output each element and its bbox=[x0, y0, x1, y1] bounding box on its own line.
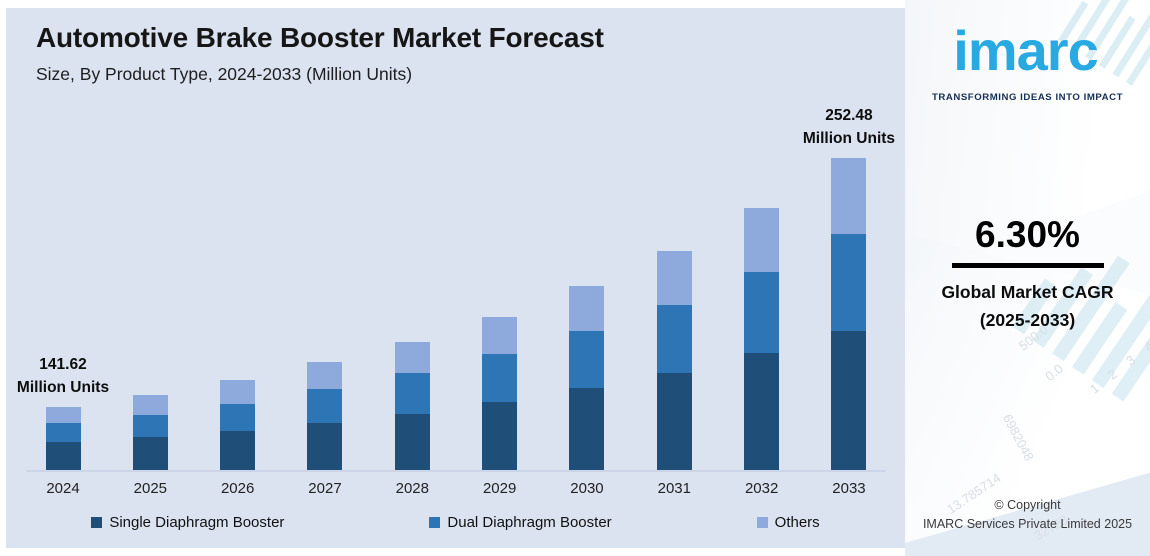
legend-label-single-diaphragm-booster: Single Diaphragm Booster bbox=[109, 514, 285, 531]
segment-dual-diaphragm-booster-2027 bbox=[307, 389, 343, 423]
x-tick-2025: 2025 bbox=[133, 480, 168, 497]
segment-dual-diaphragm-booster-2031 bbox=[656, 305, 692, 373]
page-subtitle: Size, By Product Type, 2024-2033 (Millio… bbox=[36, 64, 413, 84]
copyright-line1: © Copyright bbox=[994, 498, 1061, 512]
copyright-line2: IMARC Services Private Limited 2025 bbox=[922, 517, 1133, 532]
bar-2027 bbox=[307, 362, 343, 470]
x-tick-2029: 2029 bbox=[482, 480, 517, 497]
cagr-underline bbox=[951, 263, 1104, 268]
segment-single-diaphragm-booster-2026 bbox=[220, 431, 256, 470]
segment-dual-diaphragm-booster-2028 bbox=[394, 373, 430, 414]
bar-2029 bbox=[482, 317, 518, 470]
legend-item-single-diaphragm-booster: Single Diaphragm Booster bbox=[91, 514, 284, 531]
segment-others-2033 bbox=[831, 158, 867, 234]
segment-single-diaphragm-booster-2033 bbox=[831, 331, 867, 470]
bar-2030 bbox=[569, 286, 605, 470]
bar-2025 bbox=[132, 395, 168, 470]
legend-item-dual-diaphragm-booster: Dual Diaphragm Booster bbox=[429, 514, 612, 531]
x-tick-2026: 2026 bbox=[220, 480, 255, 497]
legend-marker-dual-diaphragm-booster bbox=[429, 517, 441, 528]
segment-others-2030 bbox=[569, 286, 605, 331]
bar-2026 bbox=[220, 380, 256, 470]
segment-dual-diaphragm-booster-2026 bbox=[220, 404, 256, 431]
segment-single-diaphragm-booster-2030 bbox=[569, 388, 605, 470]
segment-single-diaphragm-booster-2032 bbox=[744, 353, 780, 470]
segment-others-2031 bbox=[656, 251, 692, 305]
segment-single-diaphragm-booster-2025 bbox=[132, 437, 168, 470]
segment-single-diaphragm-booster-2028 bbox=[394, 414, 430, 470]
cagr-value: 6.30% bbox=[975, 214, 1080, 255]
x-tick-2024: 2024 bbox=[46, 480, 80, 497]
chart-legend: Single Diaphragm Booster Dual Diaphragm B… bbox=[6, 514, 905, 531]
total-label-2024: 141.62 Million Units bbox=[16, 356, 110, 396]
bar-2032 bbox=[744, 208, 780, 470]
segment-others-2032 bbox=[744, 208, 780, 272]
imarc-logo: imarc bbox=[953, 19, 1098, 82]
legend-marker-others bbox=[756, 517, 768, 528]
segment-others-2027 bbox=[307, 362, 343, 389]
legend-item-others: Others bbox=[756, 514, 820, 531]
bar-2033 bbox=[831, 158, 867, 470]
x-tick-2032: 2032 bbox=[744, 480, 779, 497]
cagr-label: Global Market CAGR (2025-2033) bbox=[905, 278, 1150, 334]
logo-tagline: TRANSFORMING IDEAS INTO IMPACT bbox=[932, 92, 1123, 103]
chart-panel: Automotive Brake Booster Market Forecast… bbox=[6, 8, 905, 548]
segment-single-diaphragm-booster-2031 bbox=[656, 373, 692, 470]
x-tick-2031: 2031 bbox=[657, 480, 691, 497]
total-label-2033: 252.48 Million Units bbox=[802, 107, 896, 147]
segment-others-2024 bbox=[45, 407, 81, 423]
segment-dual-diaphragm-booster-2030 bbox=[569, 331, 605, 388]
segment-others-2029 bbox=[482, 317, 518, 354]
segment-dual-diaphragm-booster-2025 bbox=[132, 415, 168, 437]
legend-label-dual-diaphragm-booster: Dual Diaphragm Booster bbox=[447, 514, 612, 531]
segment-dual-diaphragm-booster-2029 bbox=[482, 354, 518, 402]
segment-dual-diaphragm-booster-2032 bbox=[744, 272, 780, 353]
brand-panel: 500.0 0.0 1 2 3 4 6982048 13.785714 3272… bbox=[905, 0, 1150, 556]
segment-others-2026 bbox=[220, 380, 256, 404]
bar-2028 bbox=[394, 342, 430, 470]
segment-single-diaphragm-booster-2027 bbox=[307, 423, 343, 470]
legend-marker-single-diaphragm-booster bbox=[91, 517, 103, 528]
legend-label-others: Others bbox=[774, 514, 820, 531]
segment-dual-diaphragm-booster-2024 bbox=[45, 423, 81, 442]
x-tick-2028: 2028 bbox=[395, 480, 429, 497]
segment-single-diaphragm-booster-2024 bbox=[45, 442, 81, 470]
segment-single-diaphragm-booster-2029 bbox=[482, 402, 518, 470]
cagr-label-line1: Global Market CAGR bbox=[941, 282, 1114, 302]
x-tick-2027: 2027 bbox=[308, 480, 342, 497]
segment-others-2028 bbox=[394, 342, 430, 373]
plot-area: 2024 141.62 Million Units 2025 2026 2027 2028 2… bbox=[17, 107, 895, 497]
bar-2031 bbox=[656, 251, 692, 470]
segment-others-2025 bbox=[132, 395, 168, 415]
copyright: © Copyright IMARC Services Private Limit… bbox=[905, 496, 1150, 535]
page-title: Automotive Brake Booster Market Forecast bbox=[36, 22, 604, 53]
x-tick-2033: 2033 bbox=[832, 480, 866, 497]
x-tick-2030: 2030 bbox=[570, 480, 604, 497]
segment-dual-diaphragm-booster-2033 bbox=[831, 234, 867, 331]
cagr-label-line2: (2025-2033) bbox=[979, 310, 1076, 330]
bar-2024 bbox=[45, 407, 81, 470]
